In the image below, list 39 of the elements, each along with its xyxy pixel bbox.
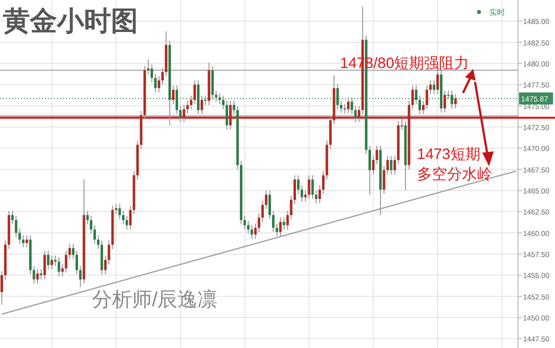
candlestick (158, 76, 160, 93)
candlestick (268, 190, 271, 220)
chart-title: 黄金小时图 (2, 6, 138, 37)
candlestick (72, 243, 74, 260)
annotation: 分析师/辰逸凛 (92, 289, 218, 311)
candlestick (46, 250, 50, 270)
candlestick (126, 215, 128, 230)
candlestick (414, 85, 418, 105)
annotation: 实时 (489, 8, 505, 17)
candlestick (343, 104, 346, 114)
candlestick (26, 234, 28, 248)
annotation: 多空分水岭 (417, 166, 492, 183)
candlestick (36, 268, 39, 284)
candlestick (308, 174, 310, 200)
candlestick (193, 80, 196, 105)
candlestick (204, 95, 207, 106)
candlestick (218, 92, 221, 105)
candlestick (297, 174, 300, 194)
candlestick (122, 210, 124, 225)
candlestick (347, 96, 350, 114)
candlestick (172, 85, 175, 105)
candlestick (444, 90, 446, 114)
candlestick (247, 220, 250, 234)
candlestick (279, 217, 282, 237)
candlestick (272, 210, 275, 232)
candlestick (454, 93, 457, 109)
candlestick (250, 224, 254, 240)
candlestick (390, 155, 392, 175)
candlestick (22, 234, 24, 248)
candlestick (43, 250, 46, 280)
candlestick (450, 90, 454, 109)
candlestick (318, 184, 321, 204)
candlestick (50, 255, 54, 270)
candlestick (58, 256, 60, 277)
annotation: 1473短期 (417, 146, 480, 163)
candlestick (304, 190, 307, 202)
candlestick (336, 83, 339, 110)
candlestick (311, 174, 314, 200)
candlestick (432, 80, 436, 94)
